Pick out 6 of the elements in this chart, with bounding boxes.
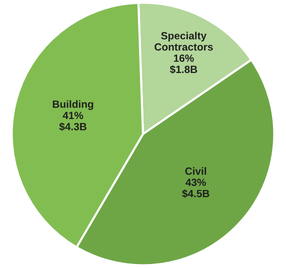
slice-label: Civil bbox=[185, 167, 206, 175]
data-label: 41% $4.3B bbox=[59, 112, 86, 131]
data-label: 43% $4.5B bbox=[182, 178, 210, 198]
slice-label: Specialty Contractors bbox=[154, 32, 213, 51]
data-label: 16% $1.8B bbox=[170, 54, 198, 74]
slice-label: Building bbox=[52, 100, 94, 110]
